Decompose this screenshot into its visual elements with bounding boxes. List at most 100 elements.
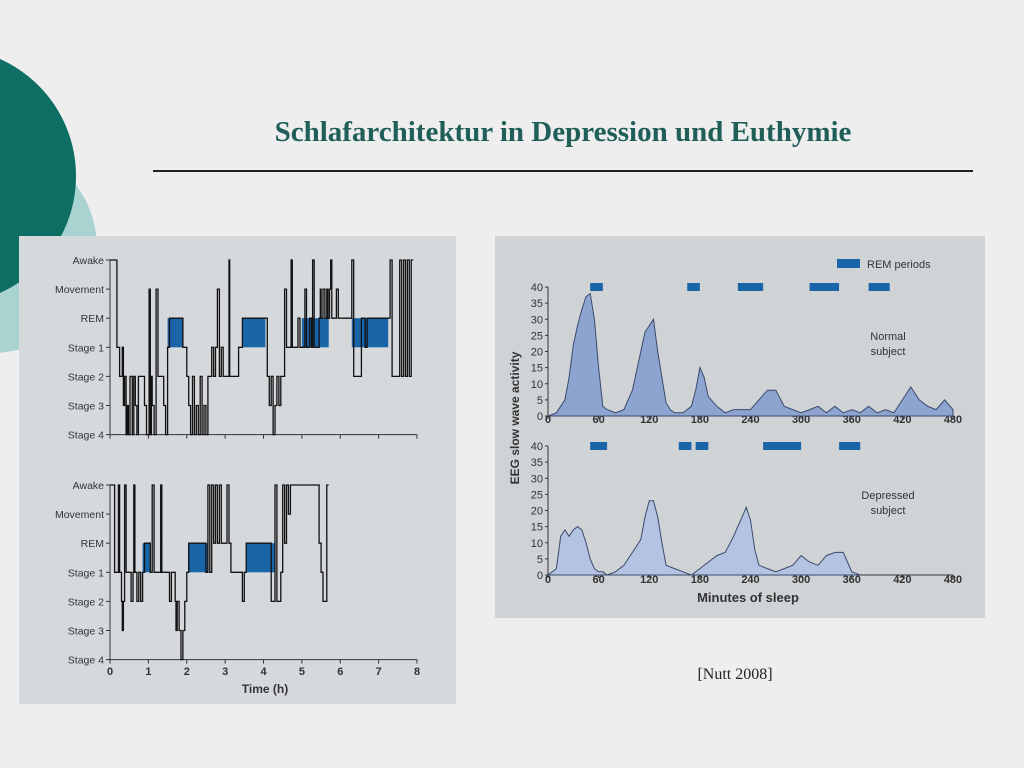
swa-x-tick-label: 300 — [792, 574, 810, 586]
swa-x-tick-label: 180 — [691, 574, 709, 586]
swa-x-tick-label: 420 — [893, 574, 911, 586]
rem-period-bar — [695, 442, 709, 450]
swa-y-tick-label: 35 — [531, 457, 543, 469]
hyp-y-label: REM — [81, 313, 104, 325]
hyp-y-label: Awake — [73, 255, 104, 267]
hyp-x-tick-label: 8 — [414, 666, 420, 678]
hypnogram-trace — [110, 484, 329, 661]
swa-depressed-annotation-line2: subject — [871, 505, 906, 517]
rem-block — [142, 543, 151, 573]
rem-period-bar — [590, 283, 603, 291]
rem-period-bar — [763, 442, 802, 450]
hypnogram-panel: Awake Movement REM Stage 1 Stage 2 Stage 3 Sta… — [19, 236, 456, 704]
swa-y-tick-label: 40 — [531, 282, 543, 294]
rem-period-bar — [737, 283, 764, 291]
hyp-x-tick-label: 3 — [222, 666, 228, 678]
rem-legend-swatch — [837, 259, 860, 268]
hyp-x-tick-label: 6 — [337, 666, 343, 678]
rem-block — [351, 318, 389, 348]
swa-x-tick-label: 0 — [545, 574, 551, 586]
hyp-x-tick-label: 1 — [145, 666, 151, 678]
swa-y-tick-label: 0 — [537, 570, 543, 582]
rem-period-bar — [590, 442, 608, 450]
swa-y-tick-label: 20 — [531, 506, 543, 518]
swa-x-tick-label: 120 — [640, 574, 658, 586]
swa-x-tick-label: 420 — [893, 414, 911, 426]
swa-y-tick-label: 10 — [531, 379, 543, 391]
swa-y-axis-label: EEG slow wave activity — [508, 351, 522, 484]
rem-period-bar — [687, 283, 700, 291]
hypnogram-depressed: Awake Movement REM Stage 1 Stage 2 Stage 3 Sta… — [55, 480, 418, 667]
swa-x-tick-label: 300 — [792, 414, 810, 426]
swa-x-tick-label: 60 — [593, 414, 605, 426]
hyp-y-label: Stage 3 — [68, 401, 104, 413]
hyp-y-label: Awake — [73, 480, 104, 492]
swa-x-tick-label: 480 — [944, 574, 962, 586]
swa-y-tick-label: 5 — [537, 395, 543, 407]
hyp-y-label: Stage 4 — [68, 655, 104, 667]
hypnogram-x-axis: 0 1 2 3 4 5 6 7 8 — [107, 666, 420, 678]
swa-y-tick-label: 20 — [531, 347, 543, 359]
hypnogram-normal: Awake Movement REM Stage 1 Stage 2 Stage 3 Sta… — [55, 255, 418, 442]
hyp-y-label: Stage 2 — [68, 596, 104, 608]
swa-x-tick-label: 120 — [640, 414, 658, 426]
hypnogram-chart: Awake Movement REM Stage 1 Stage 2 Stage 3 Sta… — [55, 255, 420, 696]
hyp-y-label: Movement — [55, 284, 104, 296]
swa-depressed-annotation-line1: Depressed — [861, 490, 914, 502]
swa-x-tick-label: 240 — [741, 574, 759, 586]
hyp-y-label: Stage 1 — [68, 567, 104, 579]
swa-x-tick-label: 240 — [741, 414, 759, 426]
swa-y-tick-label: 25 — [531, 489, 543, 501]
swa-normal-annotation-line2: subject — [871, 346, 906, 358]
swa-normal-annotation-line1: Normal — [870, 331, 905, 343]
hyp-x-tick-label: 7 — [376, 666, 382, 678]
swa-y-tick-label: 30 — [531, 314, 543, 326]
hyp-x-tick-label: 5 — [299, 666, 305, 678]
swa-y-tick-label: 0 — [537, 411, 543, 423]
rem-block — [246, 543, 276, 573]
hyp-y-label: Stage 4 — [68, 430, 104, 442]
rem-period-bar — [678, 442, 692, 450]
hyp-y-label: REM — [81, 538, 104, 550]
swa-y-tick-label: 15 — [531, 363, 543, 375]
hyp-y-label: Stage 1 — [68, 342, 104, 354]
swa-x-axis-label: Minutes of sleep — [697, 590, 799, 605]
rem-block — [242, 318, 266, 348]
hyp-y-label: Stage 3 — [68, 626, 104, 638]
hyp-x-tick-label: 4 — [260, 666, 267, 678]
swa-area — [546, 500, 861, 576]
hypnogram-trace — [110, 259, 414, 436]
swa-y-tick-label: 25 — [531, 330, 543, 342]
rem-block — [188, 543, 208, 573]
deco-circle-dark — [0, 59, 76, 293]
title-divider — [153, 170, 973, 172]
swa-y-tick-label: 5 — [537, 554, 543, 566]
swa-y-tick-label: 30 — [531, 473, 543, 485]
swa-y-tick-label: 35 — [531, 298, 543, 310]
hyp-x-tick-label: 0 — [107, 666, 113, 678]
rem-period-bar — [868, 283, 890, 291]
rem-legend: REM periods — [837, 259, 931, 271]
swa-x-tick-label: 180 — [691, 414, 709, 426]
hyp-x-tick-label: 2 — [184, 666, 190, 678]
rem-period-bar — [839, 442, 861, 450]
rem-block — [167, 318, 183, 348]
swa-y-tick-label: 15 — [531, 522, 543, 534]
swa-y-tick-label: 10 — [531, 538, 543, 550]
swa-x-tick-label: 480 — [944, 414, 962, 426]
swa-x-tick-label: 0 — [545, 414, 551, 426]
hyp-y-label: Movement — [55, 509, 104, 521]
hyp-y-label: Stage 2 — [68, 371, 104, 383]
swa-y-tick-label: 40 — [531, 441, 543, 453]
swa-area — [547, 292, 954, 417]
hypnogram-x-axis-label: Time (h) — [242, 682, 288, 696]
citation: [Nutt 2008] — [697, 666, 773, 683]
slow-wave-panel: REM periods 0 5 10 15 20 25 30 35 40 0 60 120 180 240… — [495, 236, 985, 618]
swa-x-tick-label: 360 — [843, 574, 861, 586]
swa-x-tick-label: 60 — [593, 574, 605, 586]
rem-legend-label: REM periods — [867, 259, 931, 271]
slide-title: Schlafarchitektur in Depression und Euth… — [274, 116, 852, 148]
rem-period-bar — [809, 283, 840, 291]
